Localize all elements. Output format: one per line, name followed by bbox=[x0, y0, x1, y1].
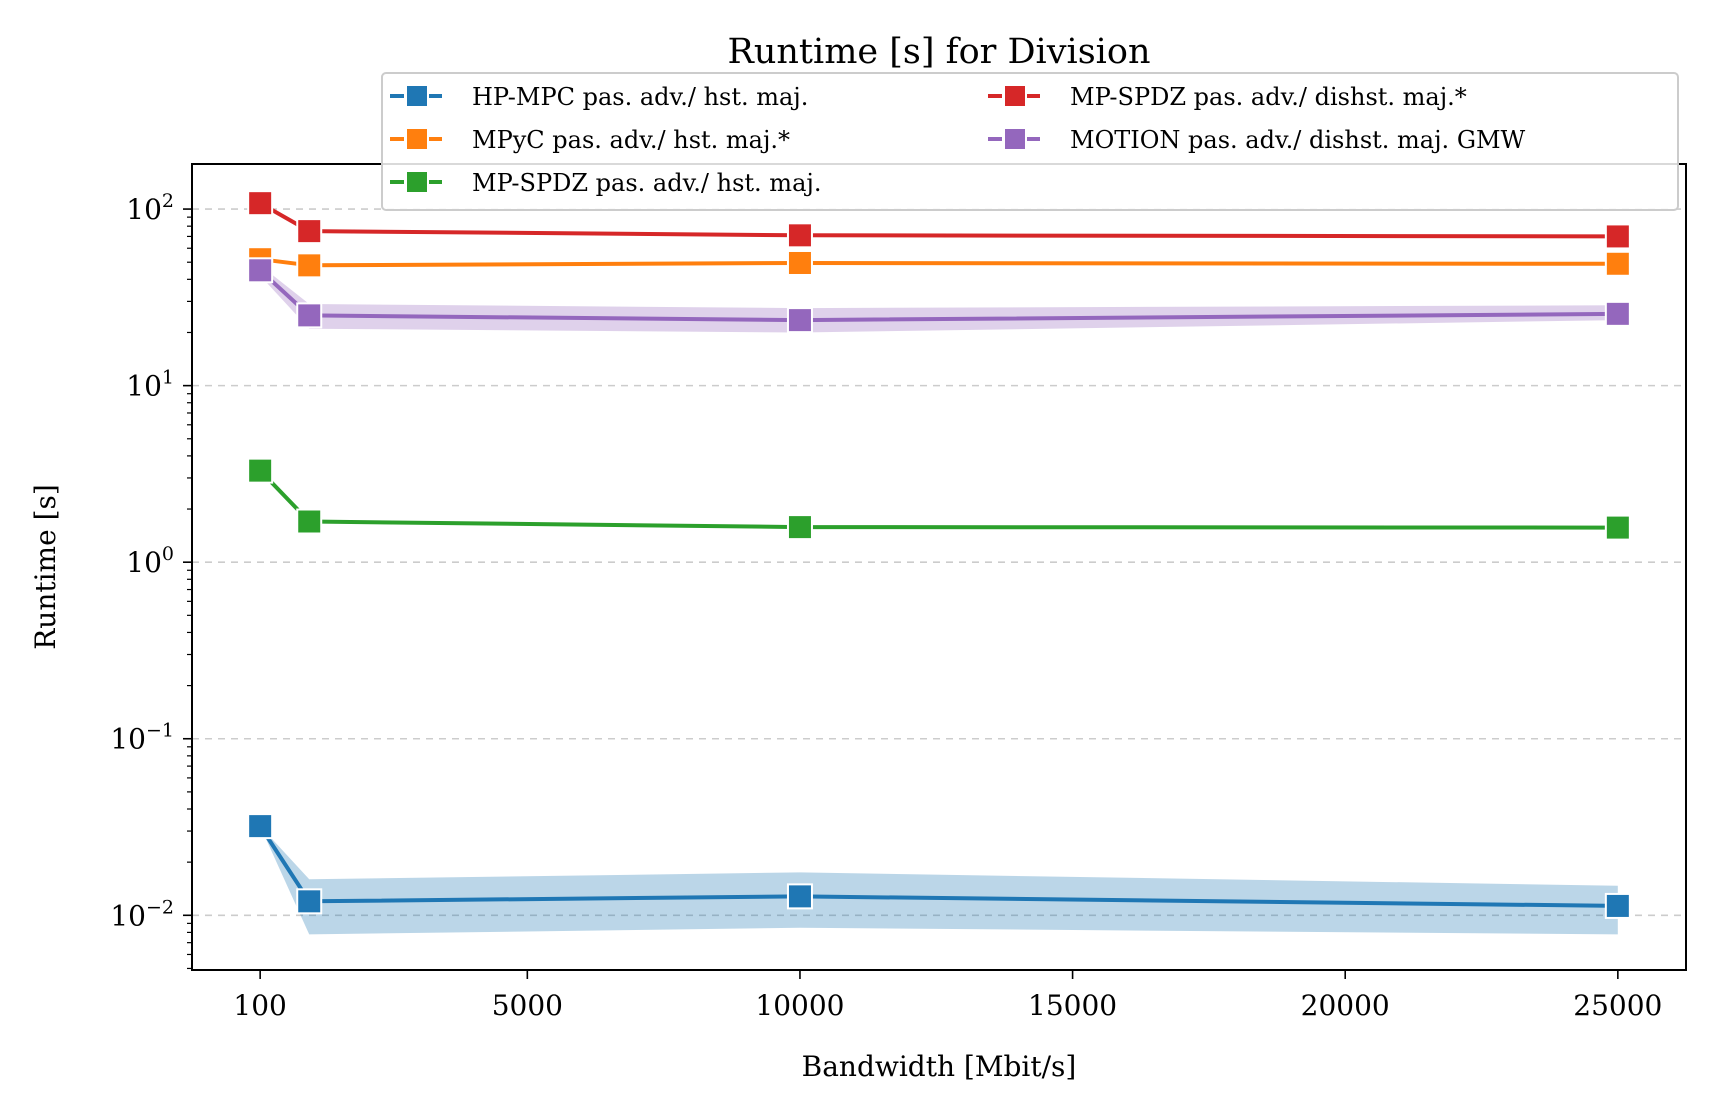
data-point bbox=[1604, 300, 1631, 327]
series-line bbox=[258, 268, 1618, 323]
legend-marker bbox=[405, 127, 429, 151]
y-tick-label: 10−2 bbox=[110, 896, 174, 932]
y-tick-exponent: 1 bbox=[162, 367, 174, 389]
legend-marker bbox=[1003, 127, 1027, 151]
y-tick-base: 10 bbox=[126, 193, 162, 226]
x-axis: 100 5000 10000 15000 20000 25000 bbox=[233, 970, 1662, 1022]
y-tick-base: 10 bbox=[126, 370, 162, 403]
data-point bbox=[1604, 892, 1631, 919]
series-lines bbox=[258, 201, 1618, 908]
legend-marker bbox=[1003, 84, 1027, 108]
legend-marker bbox=[405, 170, 429, 194]
data-point bbox=[247, 457, 274, 484]
y-tick-exponent: −2 bbox=[146, 896, 174, 918]
y-tick-label: 100 bbox=[126, 543, 174, 579]
data-point bbox=[296, 888, 323, 915]
data-point bbox=[296, 252, 323, 279]
legend-label: MP-SPDZ pas. adv./ dishst. maj.* bbox=[1070, 83, 1467, 111]
y-tick-base: 10 bbox=[110, 723, 146, 756]
data-point bbox=[247, 813, 274, 840]
series-line bbox=[259, 257, 1618, 268]
x-tick-label: 100 bbox=[233, 989, 286, 1022]
series-markers bbox=[247, 190, 1631, 919]
series-line bbox=[258, 825, 1618, 908]
y-tick-label: 101 bbox=[126, 367, 174, 403]
legend-label: MPyC pas. adv./ hst. maj.* bbox=[472, 126, 790, 154]
x-tick-label: 15000 bbox=[1028, 989, 1117, 1022]
data-point bbox=[1604, 223, 1631, 250]
y-tick-base: 10 bbox=[126, 546, 162, 579]
series-line bbox=[258, 469, 1618, 530]
y-tick-label: 102 bbox=[126, 190, 174, 226]
series-line bbox=[259, 201, 1618, 239]
x-tick-label: 10000 bbox=[755, 989, 844, 1022]
data-point bbox=[786, 249, 813, 276]
y-tick-exponent: 2 bbox=[162, 190, 174, 212]
x-tick-label: 5000 bbox=[492, 989, 563, 1022]
legend-label: MP-SPDZ pas. adv./ hst. maj. bbox=[472, 169, 821, 197]
y-tick-exponent: −1 bbox=[146, 720, 174, 742]
x-tick-label: 25000 bbox=[1573, 989, 1662, 1022]
data-point bbox=[786, 514, 813, 541]
data-point bbox=[296, 302, 323, 329]
data-point bbox=[786, 883, 813, 910]
data-point bbox=[1604, 250, 1631, 277]
data-point bbox=[247, 257, 274, 284]
data-point bbox=[786, 222, 813, 249]
data-point bbox=[296, 218, 323, 245]
legend-box bbox=[381, 72, 1679, 211]
data-point bbox=[296, 508, 323, 535]
y-tick-label: 10−1 bbox=[110, 720, 174, 756]
x-axis-label: Bandwidth [Mbit/s] bbox=[802, 1050, 1077, 1083]
confidence-band bbox=[260, 826, 1618, 935]
legend-label: MOTION pas. adv./ dishst. maj. GMW bbox=[1070, 126, 1526, 154]
legend-marker bbox=[405, 84, 429, 108]
data-point bbox=[786, 307, 813, 334]
data-point bbox=[247, 190, 274, 217]
chart-title: Runtime [s] for Division bbox=[728, 32, 1151, 72]
legend: HP-MPC pas. adv./ hst. maj. MPyC pas. adv… bbox=[381, 72, 1679, 211]
y-axis-label: Runtime [s] bbox=[29, 484, 62, 650]
legend-label: HP-MPC pas. adv./ hst. maj. bbox=[472, 83, 808, 111]
x-tick-label: 20000 bbox=[1301, 989, 1390, 1022]
data-point bbox=[1604, 514, 1631, 541]
y-tick-exponent: 0 bbox=[162, 543, 174, 565]
y-tick-base: 10 bbox=[110, 899, 146, 932]
